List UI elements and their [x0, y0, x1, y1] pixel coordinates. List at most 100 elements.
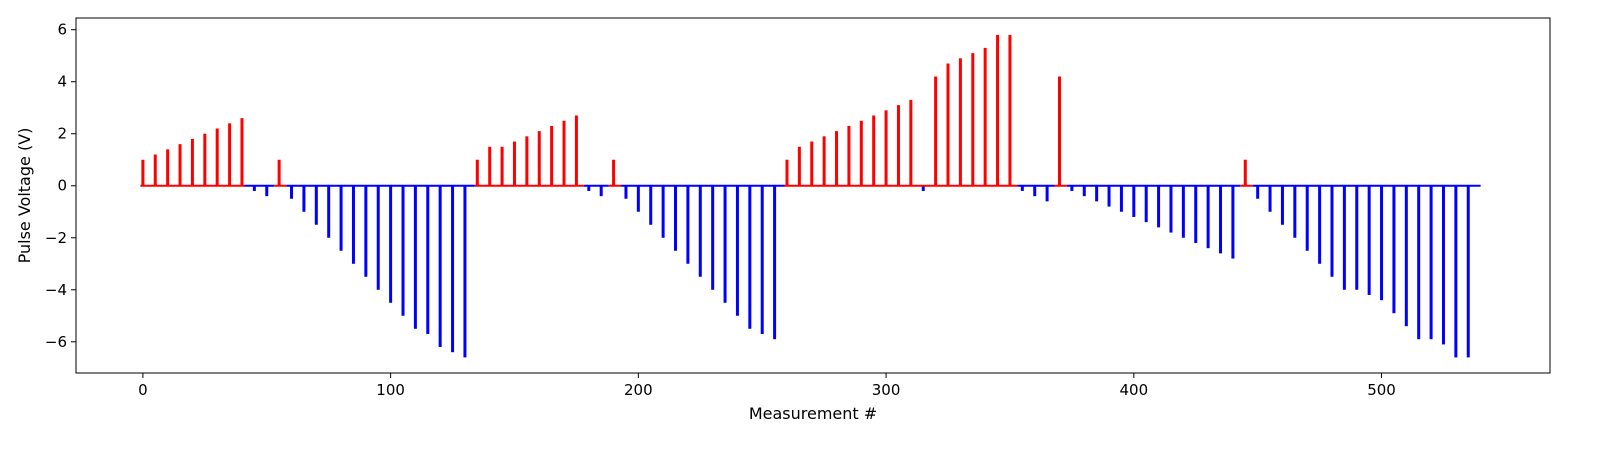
bar: [587, 185, 591, 191]
bar: [512, 141, 516, 186]
bar: [835, 131, 839, 186]
bar: [376, 185, 380, 290]
bar: [624, 185, 628, 199]
bar: [810, 141, 814, 186]
bar: [1280, 185, 1284, 225]
bar: [351, 185, 355, 264]
bar: [1466, 185, 1470, 358]
bar: [1008, 34, 1012, 186]
bar: [1045, 185, 1049, 202]
y-tick-label: 6: [57, 21, 67, 39]
bar: [327, 185, 331, 238]
bar: [153, 154, 157, 186]
bar: [1441, 185, 1445, 345]
bar: [748, 185, 752, 329]
bar: [822, 136, 826, 186]
x-tick-label: 200: [624, 381, 653, 399]
x-tick-label: 500: [1367, 381, 1396, 399]
bar: [946, 63, 950, 186]
bar: [252, 185, 256, 191]
y-tick-label: 2: [57, 125, 67, 143]
bar: [636, 185, 640, 212]
bar: [277, 159, 281, 186]
bar: [711, 185, 715, 290]
bar: [1057, 76, 1061, 186]
bar: [166, 149, 170, 186]
bar: [760, 185, 764, 334]
bar: [1181, 185, 1185, 238]
bar: [785, 159, 789, 186]
y-tick-label: −6: [45, 333, 67, 351]
bar: [1219, 185, 1223, 254]
bar: [1330, 185, 1334, 277]
bar: [872, 115, 876, 186]
bar: [1305, 185, 1309, 251]
bar: [661, 185, 665, 238]
bar: [537, 131, 541, 186]
bar: [1318, 185, 1322, 264]
bar: [1367, 185, 1371, 295]
bar: [649, 185, 653, 225]
bar: [1082, 185, 1086, 197]
bar: [723, 185, 727, 303]
bar: [228, 123, 232, 186]
bar: [475, 159, 479, 186]
bar: [550, 125, 554, 186]
x-axis-label: Measurement #: [749, 404, 877, 423]
bar: [1355, 185, 1359, 290]
bar: [1206, 185, 1210, 249]
bar: [1342, 185, 1346, 290]
bar: [1107, 185, 1111, 207]
bar: [451, 185, 455, 353]
bar: [1231, 185, 1235, 259]
bar: [698, 185, 702, 277]
bar: [1070, 185, 1074, 191]
bar: [1033, 185, 1037, 197]
bar: [562, 120, 566, 186]
x-axis: 0 100 200 300 400 500: [138, 373, 1396, 399]
bar: [686, 185, 690, 264]
bar: [934, 76, 938, 186]
bar: [735, 185, 739, 316]
bar: [1404, 185, 1408, 327]
bar: [302, 185, 306, 212]
bar: [1194, 185, 1198, 243]
bar: [1157, 185, 1161, 228]
bar: [921, 185, 925, 191]
y-tick-label: −2: [45, 229, 67, 247]
bar: [612, 159, 616, 186]
bar: [1095, 185, 1099, 202]
x-tick-label: 100: [376, 381, 405, 399]
bar: [1169, 185, 1173, 233]
bar: [599, 185, 603, 197]
bar: [426, 185, 430, 334]
bar: [909, 99, 913, 186]
bar: [971, 53, 975, 186]
y-tick-label: 4: [57, 73, 67, 91]
bar: [797, 146, 801, 186]
bar: [389, 185, 393, 303]
y-axis: −6 −4 −2 0 2 4 6: [45, 21, 76, 351]
bar: [488, 146, 492, 186]
bar: [847, 125, 851, 186]
bar: [1417, 185, 1421, 340]
bar: [1020, 185, 1024, 191]
y-tick-label: 0: [57, 177, 67, 195]
bar: [1243, 159, 1247, 186]
bar: [314, 185, 318, 225]
bar: [401, 185, 405, 316]
bar: [1293, 185, 1297, 238]
bar: [203, 133, 207, 186]
bar-layer: [141, 34, 1470, 358]
bar: [983, 47, 987, 186]
bar: [574, 115, 578, 186]
bar: [290, 185, 294, 199]
bar: [500, 146, 504, 186]
bar: [1132, 185, 1136, 217]
bar: [1144, 185, 1148, 223]
bar: [996, 34, 1000, 186]
bar: [1392, 185, 1396, 314]
bar: [190, 138, 194, 186]
bar: [1429, 185, 1433, 340]
